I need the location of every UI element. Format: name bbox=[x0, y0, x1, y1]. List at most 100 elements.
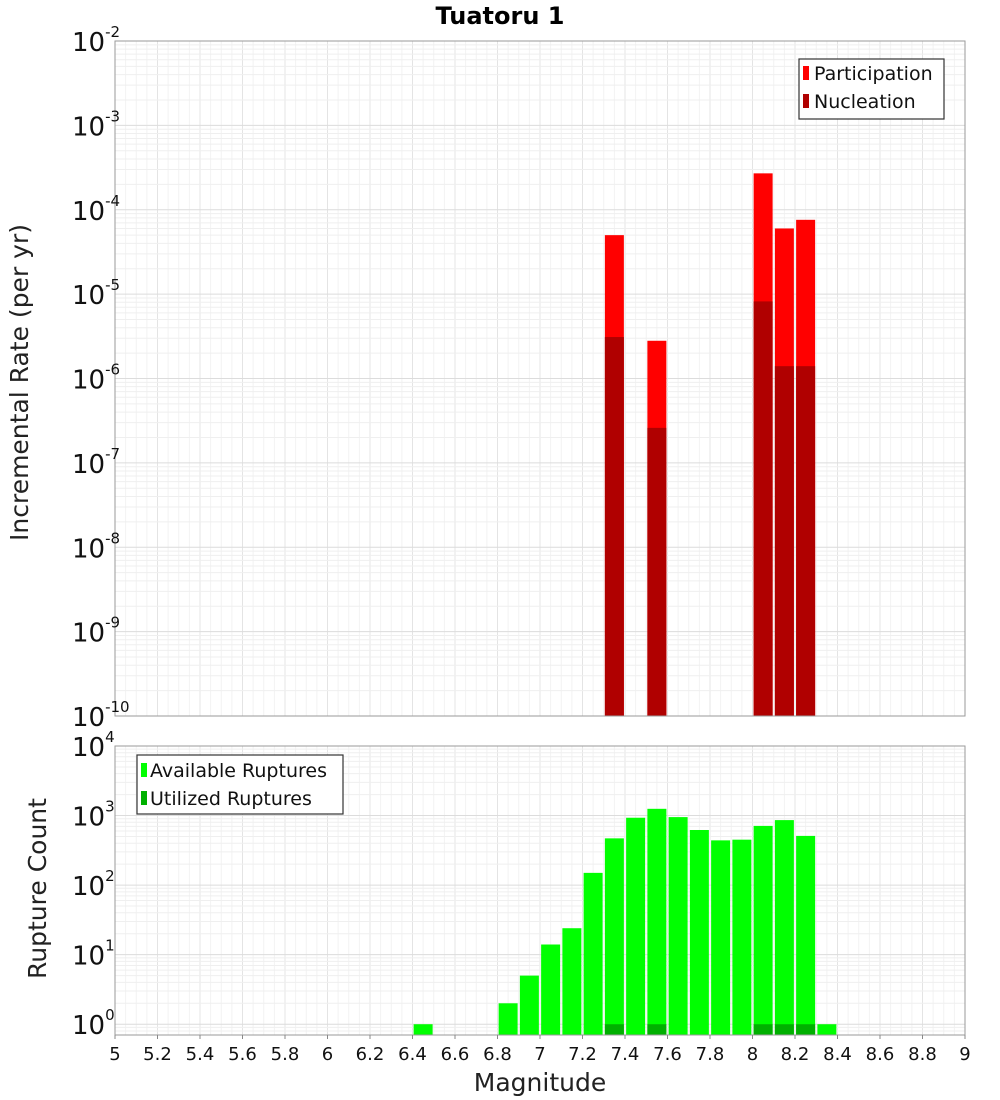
legend-swatch-utilized bbox=[141, 791, 147, 805]
bar-available-ruptures bbox=[604, 838, 624, 1035]
rate-plot-y-ticks: 10-210-310-410-510-610-710-810-910-10 bbox=[72, 23, 130, 733]
bar-utilized-ruptures bbox=[774, 1024, 794, 1035]
bar-utilized-ruptures bbox=[796, 1024, 816, 1035]
y-tick-label: 10-7 bbox=[72, 445, 120, 480]
y-tick-base: 10 bbox=[72, 803, 105, 833]
x-tick-label: 7.8 bbox=[696, 1044, 725, 1065]
legend-label-available: Available Ruptures bbox=[150, 760, 327, 782]
x-tick-label: 7.4 bbox=[611, 1044, 640, 1065]
legend-label-participation: Participation bbox=[814, 63, 933, 85]
y-tick-base: 10 bbox=[72, 534, 105, 564]
y-tick-label: 10-6 bbox=[72, 361, 120, 396]
y-tick-exponent: -10 bbox=[105, 698, 130, 716]
rate-plot-bars bbox=[604, 173, 816, 717]
y-tick-base: 10 bbox=[72, 28, 105, 58]
y-tick-exponent: 2 bbox=[105, 867, 115, 885]
y-tick-base: 10 bbox=[72, 281, 105, 311]
y-tick-base: 10 bbox=[72, 942, 105, 972]
y-tick-label: 103 bbox=[72, 798, 115, 833]
count-legend-box bbox=[136, 754, 344, 815]
y-tick-exponent: -4 bbox=[105, 192, 120, 210]
x-tick-label: 8.8 bbox=[908, 1044, 937, 1065]
count-y-axis-label: Rupture Count bbox=[23, 798, 52, 979]
bar-utilized-ruptures bbox=[604, 1024, 624, 1035]
y-tick-base: 10 bbox=[72, 872, 105, 902]
x-tick-label: 5.8 bbox=[271, 1044, 300, 1065]
bar-available-ruptures bbox=[817, 1024, 837, 1035]
y-tick-base: 10 bbox=[72, 619, 105, 649]
y-tick-base: 10 bbox=[72, 366, 105, 396]
rate-plot: 10-210-310-410-510-610-710-810-910-10 In… bbox=[5, 23, 966, 733]
x-tick-label: 6.8 bbox=[483, 1044, 512, 1065]
x-tick-label: 5.6 bbox=[228, 1044, 257, 1065]
bar-available-ruptures bbox=[753, 825, 773, 1035]
legend-swatch-nucleation bbox=[803, 94, 809, 108]
count-plot-bars bbox=[413, 808, 837, 1035]
y-tick-exponent: -9 bbox=[105, 614, 120, 632]
y-tick-label: 10-5 bbox=[72, 276, 120, 311]
y-tick-label: 101 bbox=[72, 937, 115, 972]
y-tick-exponent: -8 bbox=[105, 529, 120, 547]
y-tick-exponent: -2 bbox=[105, 23, 120, 41]
y-tick-label: 10-4 bbox=[72, 192, 120, 227]
y-tick-base: 10 bbox=[72, 703, 105, 733]
bar-available-ruptures bbox=[541, 944, 561, 1035]
bar-available-ruptures bbox=[774, 820, 794, 1035]
x-tick-label: 8 bbox=[747, 1044, 758, 1065]
bar-nucleation bbox=[647, 427, 667, 716]
y-tick-exponent: 3 bbox=[105, 798, 115, 816]
y-tick-exponent: 0 bbox=[105, 1006, 115, 1024]
count-plot-grid bbox=[114, 745, 966, 1036]
count-plot-x-ticks: 5 5.2 5.4 5.6 5.8 6 6.2 6.4 6.6 6.8 7 7.2 7.4 7.6 7.8 8… bbox=[109, 1035, 971, 1065]
x-tick-label: 7 bbox=[534, 1044, 545, 1065]
bar-utilized-ruptures bbox=[753, 1024, 773, 1035]
y-tick-base: 10 bbox=[72, 197, 105, 227]
bar-nucleation bbox=[753, 301, 773, 716]
bar-available-ruptures bbox=[711, 840, 731, 1035]
y-tick-label: 10-3 bbox=[72, 107, 120, 142]
y-tick-exponent: -3 bbox=[105, 107, 120, 125]
bar-nucleation bbox=[774, 366, 794, 716]
bar-available-ruptures bbox=[689, 829, 709, 1035]
y-tick-base: 10 bbox=[72, 1011, 105, 1041]
y-tick-label: 10-2 bbox=[72, 23, 120, 58]
bar-available-ruptures bbox=[647, 808, 667, 1035]
bar-nucleation bbox=[604, 337, 624, 716]
bar-available-ruptures bbox=[583, 872, 603, 1035]
rate-legend: Participation Nucleation bbox=[798, 58, 945, 120]
x-tick-label: 8.2 bbox=[781, 1044, 810, 1065]
x-tick-label: 6.6 bbox=[441, 1044, 470, 1065]
x-axis-label: Magnitude bbox=[474, 1068, 606, 1097]
rate-legend-box bbox=[798, 58, 945, 120]
x-tick-label: 7.2 bbox=[568, 1044, 597, 1065]
y-tick-label: 102 bbox=[72, 867, 115, 902]
x-tick-label: 5 bbox=[109, 1044, 120, 1065]
legend-label-utilized: Utilized Ruptures bbox=[150, 788, 312, 810]
y-tick-label: 10-9 bbox=[72, 614, 120, 649]
y-tick-exponent: -7 bbox=[105, 445, 120, 463]
legend-swatch-available bbox=[141, 763, 147, 777]
chart-title: Tuatoru 1 bbox=[436, 2, 565, 30]
y-tick-exponent: -5 bbox=[105, 276, 120, 294]
y-tick-label: 100 bbox=[72, 1006, 115, 1041]
bar-available-ruptures bbox=[796, 835, 816, 1035]
x-tick-label: 8.4 bbox=[823, 1044, 852, 1065]
y-tick-exponent: 4 bbox=[105, 728, 115, 746]
legend-label-nucleation: Nucleation bbox=[814, 91, 916, 113]
rate-plot-frame bbox=[114, 40, 966, 717]
y-tick-label: 10-8 bbox=[72, 529, 120, 564]
bar-available-ruptures bbox=[413, 1024, 433, 1035]
bar-available-ruptures bbox=[498, 1003, 518, 1035]
bar-available-ruptures bbox=[668, 817, 688, 1035]
x-tick-label: 6.4 bbox=[398, 1044, 427, 1065]
x-tick-label: 8.6 bbox=[866, 1044, 895, 1065]
rate-y-axis-label: Incremental Rate (per yr) bbox=[5, 224, 34, 541]
x-tick-label: 5.2 bbox=[143, 1044, 172, 1065]
bar-nucleation bbox=[796, 366, 816, 716]
bar-available-ruptures bbox=[562, 928, 582, 1035]
bar-available-ruptures bbox=[626, 817, 646, 1035]
legend-swatch-participation bbox=[803, 66, 809, 80]
